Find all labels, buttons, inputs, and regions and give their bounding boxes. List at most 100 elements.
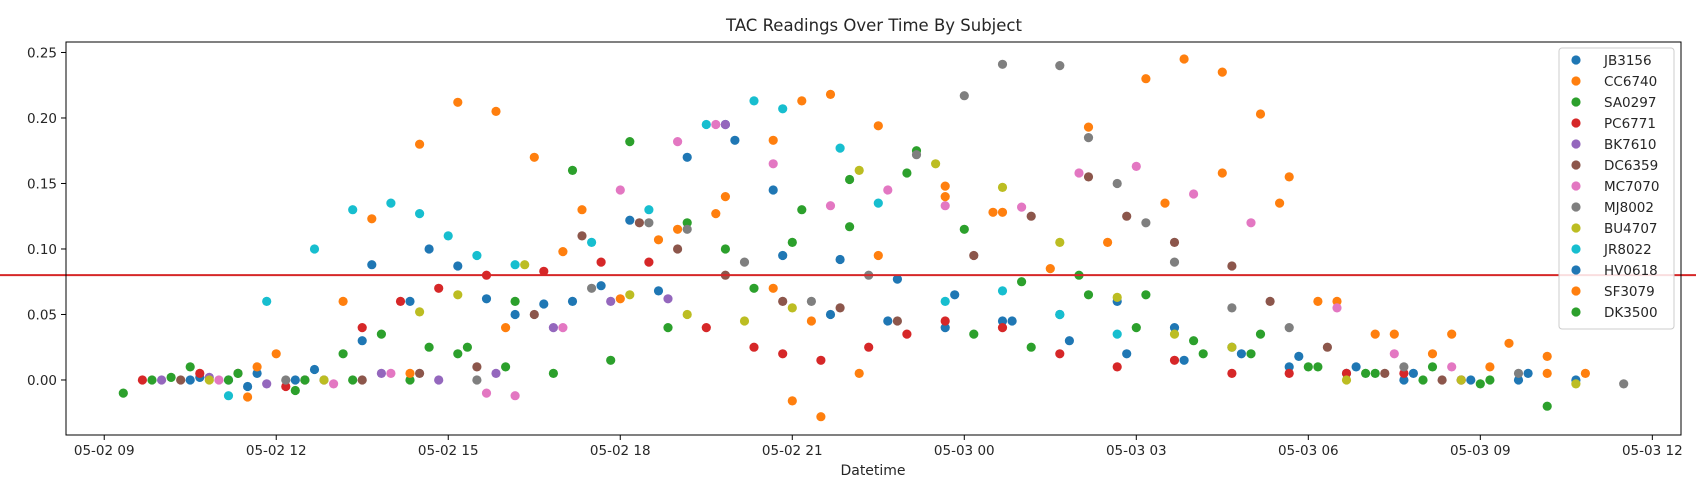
x-tick-label: 05-02 18 — [590, 443, 651, 459]
data-point — [1169, 329, 1180, 339]
data-point — [491, 106, 501, 116]
data-point — [1169, 257, 1180, 267]
data-point — [1284, 368, 1294, 378]
data-point — [940, 181, 950, 191]
data-point — [749, 342, 759, 352]
data-point — [587, 237, 597, 247]
data-point — [1399, 362, 1409, 372]
data-point — [1103, 237, 1113, 247]
series-SF3079 — [252, 168, 1552, 378]
data-point — [644, 257, 654, 267]
data-point — [185, 375, 195, 385]
data-point — [243, 381, 253, 392]
data-point — [147, 375, 157, 385]
data-point — [1284, 323, 1294, 333]
data-point — [1265, 296, 1275, 306]
data-point — [1017, 202, 1027, 212]
data-point — [997, 207, 1008, 217]
legend-marker — [1571, 181, 1581, 191]
data-point — [501, 362, 511, 372]
data-point — [290, 385, 300, 396]
legend-marker — [1571, 265, 1581, 275]
data-point — [892, 274, 903, 284]
data-point — [1332, 296, 1342, 306]
data-point — [262, 296, 272, 306]
data-point — [825, 309, 836, 320]
data-point — [415, 307, 425, 317]
data-point — [1045, 264, 1055, 274]
series-PC6771 — [137, 257, 1466, 392]
data-point — [539, 266, 549, 276]
data-point — [357, 336, 367, 346]
data-point — [376, 329, 386, 339]
data-point — [625, 290, 635, 300]
legend-marker — [1571, 76, 1581, 86]
data-point — [806, 296, 817, 306]
data-point — [1227, 303, 1237, 313]
series-BU4707 — [204, 159, 1581, 389]
data-point — [1055, 309, 1065, 320]
data-point — [577, 205, 587, 215]
legend-marker — [1571, 286, 1581, 296]
legend-label: SF3079 — [1604, 284, 1655, 300]
data-point — [1437, 375, 1447, 385]
data-point — [1447, 362, 1457, 372]
data-point — [376, 368, 386, 378]
data-point — [1542, 368, 1552, 378]
data-point — [1542, 401, 1552, 411]
series-HV0618 — [185, 135, 1533, 392]
data-point — [271, 349, 281, 359]
data-point — [682, 224, 692, 234]
legend-marker — [1571, 244, 1581, 254]
legend-label: HV0618 — [1604, 263, 1658, 279]
data-point — [902, 329, 912, 339]
data-point — [577, 231, 587, 241]
data-point — [730, 135, 740, 145]
data-point — [118, 388, 128, 398]
series-JR8022 — [223, 96, 1122, 401]
chart-title: TAC Readings Over Time By Subject — [725, 16, 1022, 35]
data-point — [673, 244, 683, 254]
data-point — [424, 342, 434, 352]
data-point — [176, 375, 186, 385]
data-point — [501, 323, 511, 333]
data-point — [997, 59, 1008, 69]
x-tick-label: 05-02 09 — [74, 443, 135, 459]
data-point — [462, 342, 472, 352]
data-point — [997, 182, 1008, 192]
data-point — [816, 355, 826, 365]
legend-label: SA0297 — [1604, 95, 1656, 111]
data-point — [223, 391, 234, 401]
data-point — [1083, 133, 1094, 143]
legend-marker — [1571, 139, 1581, 149]
data-point — [720, 119, 731, 130]
data-point — [825, 201, 836, 211]
data-point — [778, 296, 788, 306]
legend-label: CC6740 — [1604, 74, 1657, 90]
x-tick-label: 05-02 12 — [246, 443, 307, 459]
data-point — [262, 379, 272, 389]
data-point — [1313, 296, 1323, 306]
data-point — [1083, 290, 1094, 300]
legend-label: JR8022 — [1603, 242, 1652, 258]
data-point — [1179, 54, 1189, 64]
data-point — [1370, 329, 1380, 339]
data-point — [137, 375, 147, 385]
data-point — [472, 250, 482, 261]
data-point — [1571, 379, 1581, 389]
data-point — [453, 349, 463, 359]
data-point — [606, 355, 616, 365]
legend-marker — [1571, 118, 1581, 128]
data-point — [1399, 368, 1409, 378]
data-point — [1275, 198, 1285, 208]
data-point — [778, 104, 788, 114]
data-point — [510, 391, 520, 401]
data-point — [1083, 122, 1094, 132]
data-point — [787, 237, 797, 247]
data-point — [405, 375, 415, 385]
x-tick-label: 05-03 09 — [1450, 443, 1511, 459]
data-point — [1341, 368, 1352, 378]
data-point — [529, 309, 539, 320]
legend-label: BU4707 — [1604, 221, 1658, 237]
